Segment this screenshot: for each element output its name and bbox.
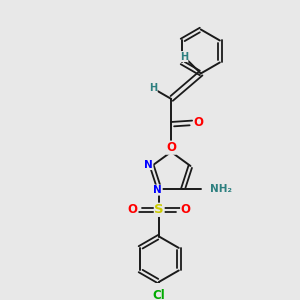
Text: H: H: [180, 52, 188, 61]
Text: H: H: [149, 83, 157, 93]
Text: O: O: [181, 203, 191, 216]
Text: O: O: [128, 203, 138, 216]
Text: NH₂: NH₂: [210, 184, 232, 194]
Text: O: O: [194, 116, 203, 129]
Text: N: N: [144, 160, 153, 170]
Text: O: O: [166, 141, 176, 154]
Text: S: S: [154, 203, 164, 216]
Text: Cl: Cl: [153, 289, 166, 300]
Text: N: N: [153, 185, 162, 195]
